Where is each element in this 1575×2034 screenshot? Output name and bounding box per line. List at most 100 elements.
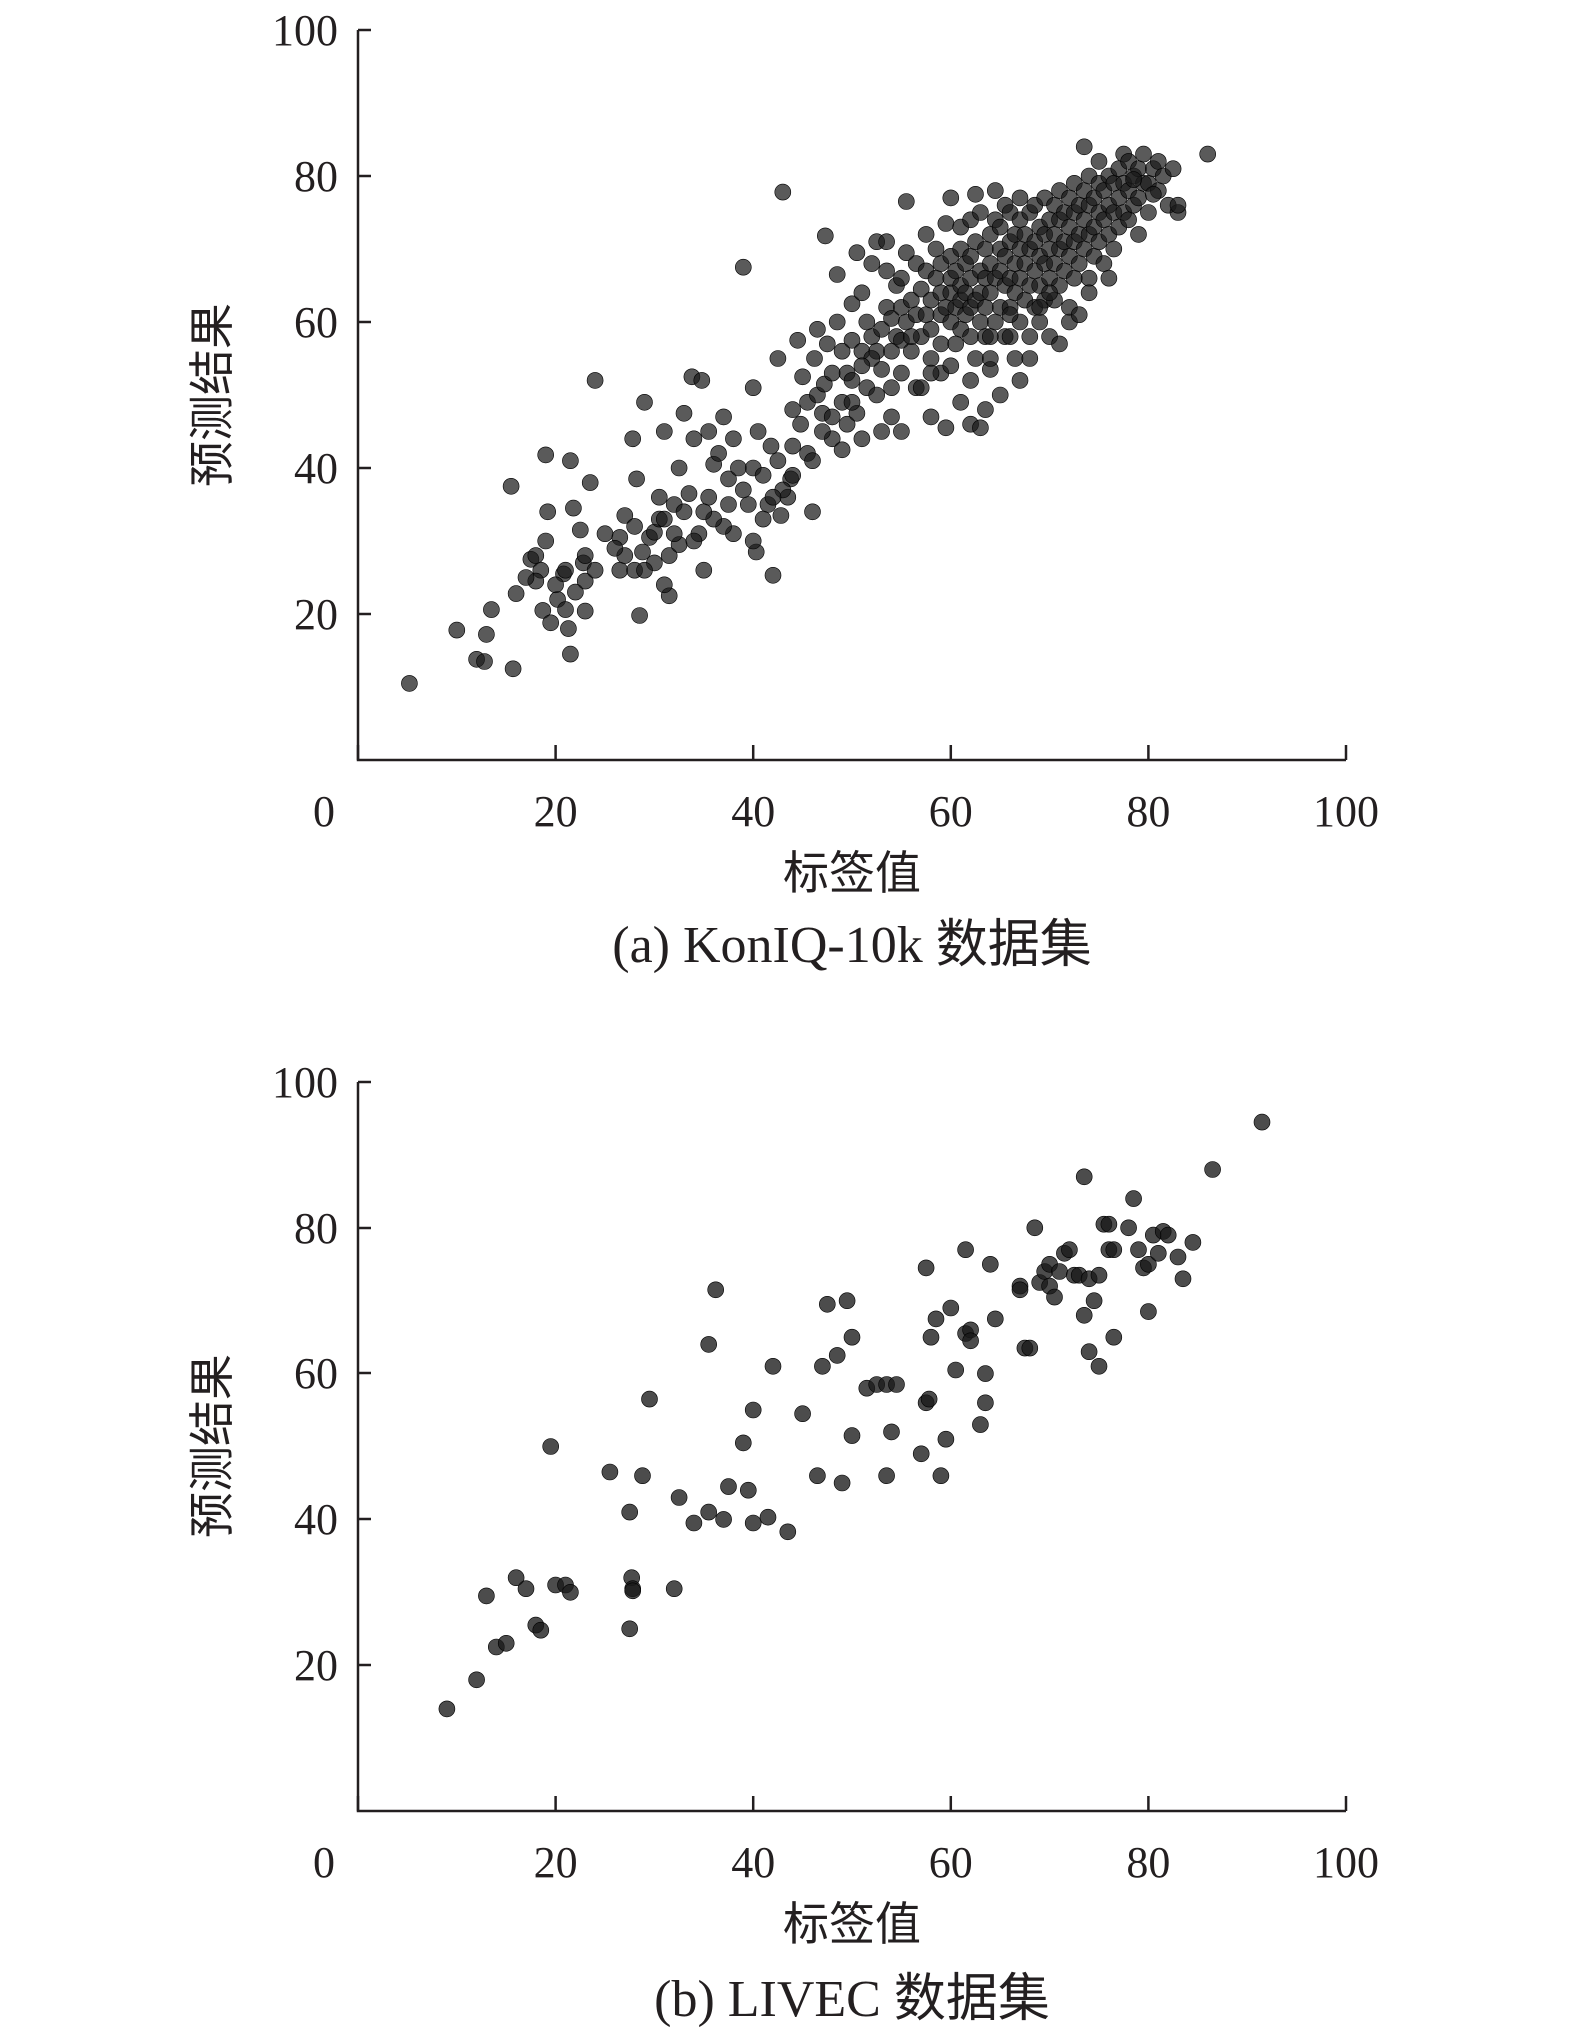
chart-b-x-tick-label: 100 xyxy=(1313,1838,1379,1887)
chart-a-point xyxy=(816,227,834,245)
chart-a-point xyxy=(1169,196,1187,214)
chart-a-point xyxy=(739,496,757,513)
chart-a-point xyxy=(972,204,989,221)
chart-a-point xyxy=(769,350,787,367)
chart-a-points xyxy=(401,138,1216,692)
chart-b-x-tick-label: 80 xyxy=(1126,1838,1170,1887)
chart-a-point xyxy=(981,328,999,345)
chart-b-point xyxy=(734,1434,752,1452)
chart-a-point xyxy=(932,335,950,353)
chart-a-point xyxy=(1011,372,1029,389)
chart-a-point xyxy=(517,569,535,586)
chart-a-point xyxy=(1006,350,1024,367)
chart-b-x-ticks: 0 20 40 60 80 100 xyxy=(313,1796,1379,1887)
chart-b-point xyxy=(912,1445,930,1463)
chart-a-point xyxy=(483,601,500,618)
chart-b-point xyxy=(720,1478,737,1495)
chart-b-point xyxy=(843,1427,861,1444)
chart-a-point xyxy=(1021,328,1039,345)
chart-b-point xyxy=(1105,1328,1123,1346)
chart-a-point xyxy=(1090,153,1108,170)
chart-a-point xyxy=(823,364,841,382)
chart-a-point xyxy=(1001,306,1019,324)
chart-a-point xyxy=(991,218,1009,236)
chart-a-point xyxy=(1051,335,1068,353)
chart-b-point xyxy=(888,1376,905,1393)
chart-a-point xyxy=(734,258,752,276)
chart-a-point xyxy=(1130,189,1147,207)
chart-a-point xyxy=(912,280,930,298)
chart-a-point xyxy=(942,189,960,207)
chart-a-x-axis-title: 标签值 xyxy=(783,846,921,900)
chart-b-point xyxy=(670,1489,688,1506)
chart-a-point xyxy=(655,576,673,594)
chart-a-point xyxy=(893,423,910,440)
chart-b-point xyxy=(962,1332,979,1350)
chart-a-point xyxy=(981,350,999,367)
chart-a-point xyxy=(873,423,890,440)
chart-a-point xyxy=(1011,189,1029,207)
chart-b-point xyxy=(947,1361,965,1379)
chart-a-point xyxy=(838,415,856,433)
chart-b-point xyxy=(685,1514,703,1532)
chart-a-point xyxy=(883,408,900,426)
chart-b-point xyxy=(641,1390,658,1408)
chart-b-point xyxy=(1174,1270,1192,1288)
chart-b-point xyxy=(1026,1219,1044,1237)
chart-a: 0 20 40 60 80 100 20 40 60 80 100 标签值 预测… xyxy=(185,6,1379,974)
chart-a-point xyxy=(1066,269,1083,287)
chart-a-point xyxy=(873,320,890,338)
chart-a-point xyxy=(1120,211,1137,229)
chart-a-point xyxy=(720,496,737,513)
chart-a-point xyxy=(695,503,713,521)
chart-b-point xyxy=(562,1584,579,1601)
chart-a-point xyxy=(762,437,780,455)
chart-a-point xyxy=(685,532,703,550)
chart-b-point xyxy=(542,1438,560,1455)
chart-a-point xyxy=(927,240,945,258)
chart-b-point xyxy=(1125,1190,1142,1207)
chart-b-point xyxy=(1204,1161,1221,1178)
chart-b-point xyxy=(1184,1234,1202,1251)
chart-a-point xyxy=(858,313,876,331)
chart-a-point xyxy=(853,430,871,448)
chart-a-point xyxy=(1105,240,1123,258)
chart-b-point xyxy=(1021,1339,1039,1357)
chart-b-point xyxy=(507,1569,525,1586)
chart-b-point xyxy=(1140,1303,1157,1320)
chart-a-x-tick-label: 80 xyxy=(1126,787,1170,836)
chart-a-point xyxy=(542,614,560,632)
chart-b-point xyxy=(917,1259,935,1277)
chart-a-x-tick-label: 20 xyxy=(534,787,578,836)
chart-a-x-tick-label: 100 xyxy=(1313,787,1379,836)
chart-a-point xyxy=(611,561,629,579)
chart-a-y-tick-label: 60 xyxy=(294,298,338,347)
chart-a-point xyxy=(626,518,643,535)
chart-a-y-tick-label: 80 xyxy=(294,152,338,201)
chart-b-axes xyxy=(356,1082,1346,1813)
chart-a-point xyxy=(823,408,841,426)
chart-b-point xyxy=(759,1508,777,1526)
chart-a-point xyxy=(937,215,955,232)
chart-a-point xyxy=(977,240,994,258)
chart-a-point xyxy=(922,350,940,367)
chart-a-point xyxy=(562,452,579,470)
chart-b-point xyxy=(1253,1113,1271,1131)
chart-a-point xyxy=(634,543,651,561)
chart-a-point xyxy=(1070,255,1088,272)
chart-a-point xyxy=(772,507,790,524)
chart-a-point xyxy=(539,503,557,521)
chart-b-point xyxy=(1051,1263,1068,1280)
chart-a-point xyxy=(1041,284,1058,302)
chart-b-y-tick-label: 100 xyxy=(272,1058,338,1107)
chart-a-point xyxy=(769,452,787,470)
chart-b-points xyxy=(438,1113,1271,1718)
chart-a-point xyxy=(754,466,772,484)
chart-b-point xyxy=(981,1256,999,1273)
chart-a-point xyxy=(927,269,945,287)
chart-a-point xyxy=(784,401,802,418)
chart-a-point xyxy=(912,379,930,397)
chart-b: 0 20 40 60 80 100 20 40 60 80 100 标签值 预测… xyxy=(185,1058,1379,2028)
chart-a-x-tick-label: 40 xyxy=(731,787,775,836)
